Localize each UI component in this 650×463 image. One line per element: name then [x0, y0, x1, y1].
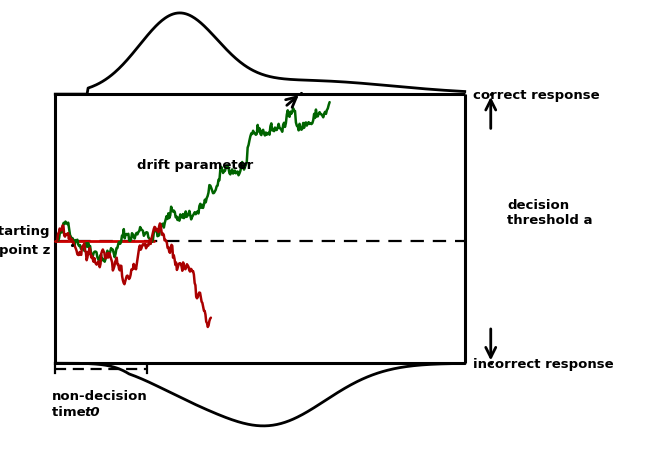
Text: t0: t0	[84, 405, 100, 418]
Text: v: v	[238, 158, 246, 171]
Text: drift parameter: drift parameter	[137, 158, 258, 171]
Text: non-decision: non-decision	[52, 389, 148, 402]
Text: point z: point z	[0, 243, 50, 256]
Text: correct response: correct response	[473, 88, 599, 101]
Text: starting: starting	[0, 225, 50, 238]
Text: incorrect response: incorrect response	[473, 357, 613, 370]
Text: time: time	[52, 405, 90, 418]
Text: decision
threshold a: decision threshold a	[507, 199, 593, 227]
